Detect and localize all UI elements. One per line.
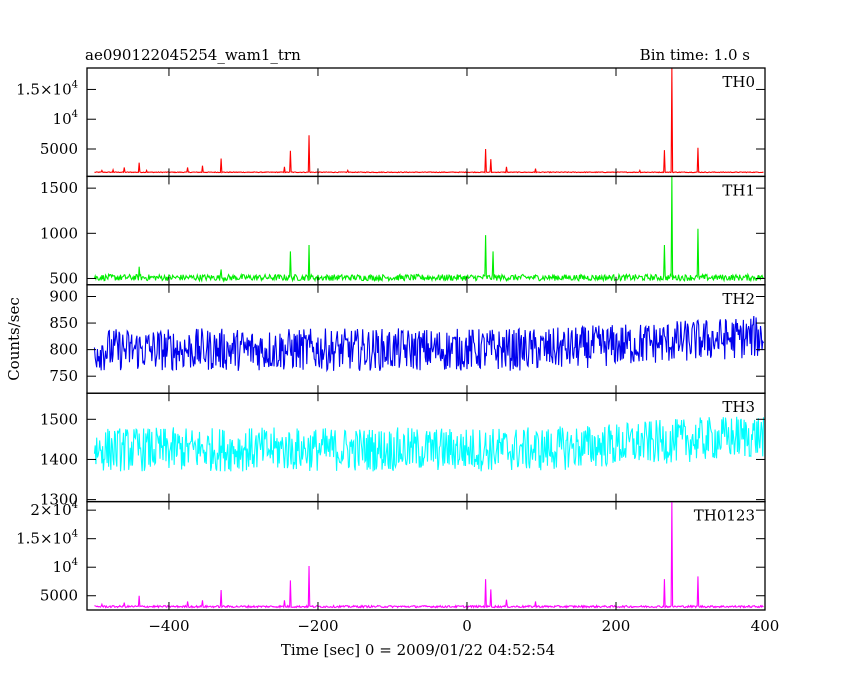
series-th1-line	[93, 176, 764, 283]
y-axis-label: Counts/sec	[5, 297, 23, 381]
x-tick-label: 200	[602, 617, 631, 635]
panel-label: TH3	[722, 398, 755, 416]
x-tick-label: 0	[462, 617, 472, 635]
x-tick-label: −400	[148, 617, 189, 635]
panel-label: TH0	[722, 73, 755, 91]
chart-subtitle: Bin time: 1.0 s	[640, 46, 750, 64]
series-th0-line	[94, 68, 764, 174]
x-tick-label: 400	[751, 617, 780, 635]
y-tick-label: 500	[49, 269, 78, 287]
series-th3-line	[93, 416, 765, 472]
panel-frame	[86, 67, 766, 178]
y-tick-label: 900	[49, 287, 78, 305]
y-tick-label: 1300	[40, 491, 78, 509]
panels: TH0 5000 104 1.5×104 TH1 500 1000 1500 TH2 750 800…	[16, 67, 766, 611]
y-tick-label: 104	[53, 109, 78, 128]
panel-label: TH0123	[694, 507, 755, 525]
y-tick-label: 1500	[40, 410, 78, 428]
x-axis-ticks: −400 −200 0 200 400	[148, 617, 779, 635]
y-tick-label: 1400	[40, 450, 78, 468]
y-tick-label: 1.5×104	[16, 529, 78, 548]
x-axis-label: Time [sec] 0 = 2009/01/22 04:52:54	[281, 641, 555, 659]
y-tick-label: 2×104	[30, 500, 78, 519]
panel-label: TH2	[722, 290, 755, 308]
series-th0123-line	[94, 501, 764, 609]
y-tick-label: 1500	[40, 179, 78, 197]
y-tick-label: 800	[49, 341, 78, 359]
y-tick-label: 1.5×104	[16, 79, 78, 98]
chart-title: ae090122045254_wam1_trn	[85, 46, 301, 64]
y-tick-label: 104	[53, 557, 78, 576]
y-tick-label: 1000	[40, 224, 78, 242]
panel-frame	[86, 500, 766, 611]
y-tick-label: 850	[49, 314, 78, 332]
panel-label: TH1	[722, 181, 755, 199]
series-th2-line	[93, 316, 764, 373]
y-tick-label: 5000	[40, 587, 78, 605]
y-tick-label: 750	[49, 367, 78, 385]
x-tick-label: −200	[297, 617, 338, 635]
y-tick-label: 5000	[40, 140, 78, 158]
